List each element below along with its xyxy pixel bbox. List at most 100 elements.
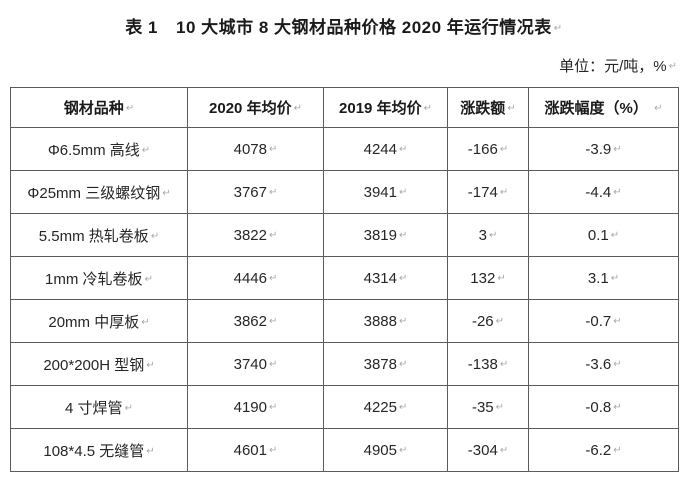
paragraph-mark-icon: ↵ [613,186,622,198]
cell-2020-avg: 4446 ↵ [187,256,324,300]
paragraph-mark-icon: ↵ [268,358,278,370]
paragraph-mark-icon: ↵ [507,103,516,114]
paragraph-mark-icon: ↵ [613,444,622,456]
header-cell-change-percent: 涨跌幅度（%） ↵ [528,87,679,128]
cell-text: 3862 [233,312,267,330]
paragraph-mark-icon: ↵ [125,103,135,114]
cell-text: 20mm 中厚板 [48,313,140,331]
cell-text: 108*4.5 无缝管 [43,442,145,460]
paragraph-mark-icon: ↵ [146,445,155,457]
paragraph-mark-icon: ↵ [268,444,278,456]
cell-text: -138 [467,355,498,373]
cell-text: Φ6.5mm 高线 [47,141,140,159]
cell-text: 4314 [363,269,397,287]
table-header-row: 钢材品种 ↵ 2020 年均价 ↵ 2019 年均价 ↵ 涨跌额 ↵ 涨跌幅度（%） ↵ [10,87,679,128]
cell-text: -0.8 [585,398,612,416]
cell-text: 4244 [363,140,397,158]
paragraph-mark-icon: ↵ [141,316,150,328]
cell-2020-avg: 4190 ↵ [187,385,324,429]
cell-change-percent: 0.1 ↵ [528,213,679,257]
paragraph-mark-icon: ↵ [613,358,622,370]
cell-product: 1mm 冷轧卷板 ↵ [10,256,188,300]
cell-product: 108*4.5 无缝管 ↵ [10,428,188,472]
table-row: 1mm 冷轧卷板 ↵ 4446 ↵ 4314 ↵ 132 ↵ 3.1 ↵ [10,256,679,300]
paragraph-mark-icon: ↵ [150,230,160,242]
cell-text: 0.1 [587,226,609,244]
cell-text: 4190 [233,398,267,416]
paragraph-mark-icon: ↵ [398,143,408,155]
unit-note-text: 单位：元/吨，% [559,58,667,75]
cell-text: -4.4 [585,183,612,201]
cell-change-percent: -3.9 ↵ [528,127,679,171]
cell-2019-avg: 4905 ↵ [323,428,448,472]
cell-text: 200*200H 型钢 [43,356,145,374]
cell-text: -166 [467,140,498,158]
cell-change-percent: -6.2 ↵ [528,428,679,472]
cell-product: Φ6.5mm 高线 ↵ [10,127,188,171]
header-cell-product: 钢材品种 ↵ [10,87,188,128]
cell-2020-avg: 3767 ↵ [187,170,324,214]
cell-text: 1mm 冷轧卷板 [45,270,143,288]
cell-text: 132 [470,269,496,287]
paragraph-mark-icon: ↵ [398,315,408,327]
cell-text: 3878 [363,355,397,373]
cell-change-amount: -174 ↵ [447,170,529,214]
cell-change-amount: -35 ↵ [447,385,529,429]
paragraph-mark-icon: ↵ [499,143,509,155]
cell-2019-avg: 3888 ↵ [323,299,448,343]
cell-change-amount: -138 ↵ [447,342,529,386]
cell-text: 3740 [233,355,267,373]
paragraph-mark-icon: ↵ [499,358,509,370]
cell-text: 4 寸焊管 [65,399,123,417]
cell-2019-avg: 3941 ↵ [323,170,448,214]
paragraph-mark-icon: ↵ [495,315,505,327]
cell-text: -174 [467,183,498,201]
cell-2019-avg: 3819 ↵ [323,213,448,257]
cell-text: 4905 [363,441,397,459]
cell-2020-avg: 3822 ↵ [187,213,324,257]
cell-text: -0.7 [585,312,612,330]
header-text: 钢材品种 [63,100,124,117]
paragraph-mark-icon: ↵ [613,315,622,327]
document-title: 表 1 10 大城市 8 大钢材品种价格 2020 年运行情况表 ↵ [0,13,688,38]
cell-text: -35 [471,398,494,416]
cell-text: -3.9 [585,140,612,158]
paragraph-mark-icon: ↵ [268,401,278,413]
paragraph-mark-icon: ↵ [499,186,509,198]
cell-2020-avg: 4078 ↵ [187,127,324,171]
paragraph-mark-icon: ↵ [268,186,278,198]
cell-text: -304 [467,441,498,459]
header-text: 2019 年均价 [339,100,422,117]
paragraph-mark-icon: ↵ [293,103,302,114]
header-text: 涨跌额 [460,100,506,117]
table-row: 108*4.5 无缝管 ↵ 4601 ↵ 4905 ↵ -304 ↵ -6.2 ↵ [10,428,679,472]
header-cell-change-amount: 涨跌额 ↵ [447,87,529,128]
cell-change-percent: -3.6 ↵ [528,342,679,386]
table-row: 200*200H 型钢 ↵ 3740 ↵ 3878 ↵ -138 ↵ -3.6 ↵ [10,342,679,386]
cell-change-amount: 132 ↵ [447,256,529,300]
paragraph-mark-icon: ↵ [144,273,153,285]
paragraph-mark-icon: ↵ [398,401,408,413]
cell-change-amount: -166 ↵ [447,127,529,171]
unit-note: 单位：元/吨，% ↵ [559,55,677,76]
table-row: 20mm 中厚板 ↵ 3862 ↵ 3888 ↵ -26 ↵ -0.7 ↵ [10,299,679,343]
cell-change-percent: -0.8 ↵ [528,385,679,429]
header-text: 涨跌幅度（%） [544,100,648,117]
cell-product: 4 寸焊管 ↵ [10,385,188,429]
paragraph-mark-icon: ↵ [613,143,622,155]
paragraph-mark-icon: ↵ [162,187,171,199]
table-row: 4 寸焊管 ↵ 4190 ↵ 4225 ↵ -35 ↵ -0.8 ↵ [10,385,679,429]
paragraph-mark-icon: ↵ [146,359,155,371]
cell-2020-avg: 3862 ↵ [187,299,324,343]
paragraph-mark-icon: ↵ [423,103,432,114]
cell-text: 5.5mm 热轧卷板 [38,227,149,245]
cell-product: Φ25mm 三级螺纹钢 ↵ [10,170,188,214]
cell-2019-avg: 4225 ↵ [323,385,448,429]
cell-change-percent: 3.1 ↵ [528,256,679,300]
paragraph-mark-icon: ↵ [398,358,408,370]
paragraph-mark-icon: ↵ [613,401,622,413]
header-cell-2020-avg: 2020 年均价 ↵ [187,87,324,128]
paragraph-mark-icon: ↵ [398,444,408,456]
cell-text: -26 [471,312,494,330]
